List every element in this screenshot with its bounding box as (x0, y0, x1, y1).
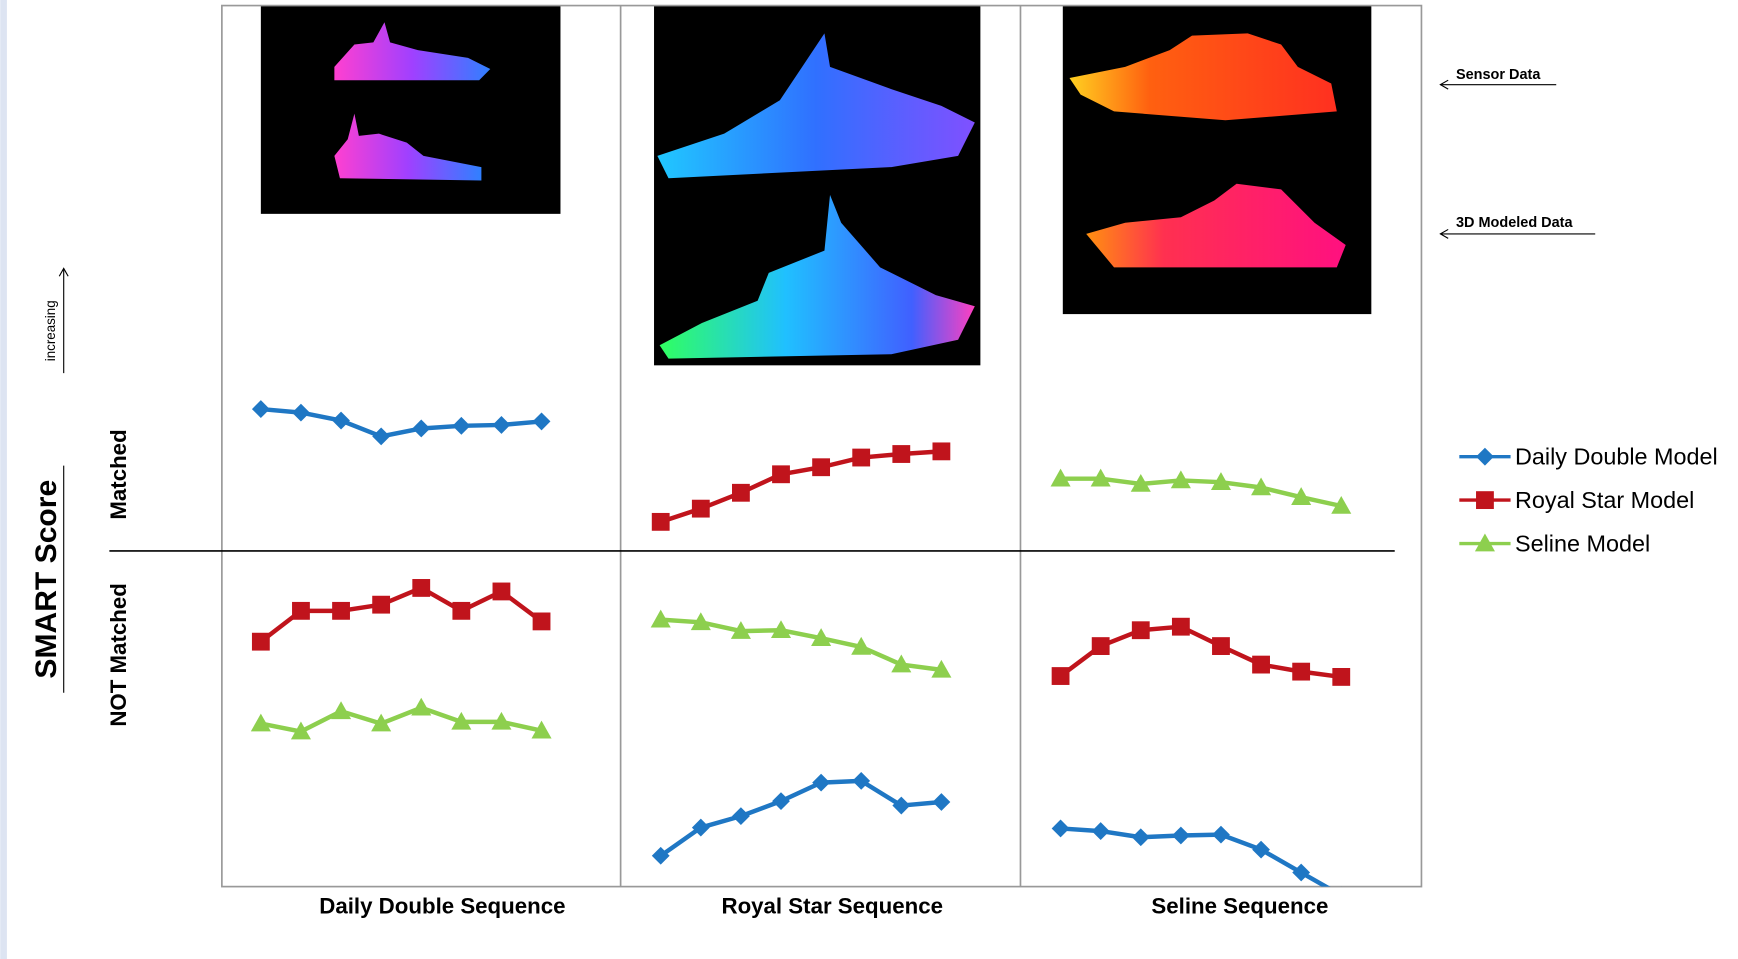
annotation: 3D Modeled Data (1456, 215, 1574, 231)
marker (493, 583, 511, 601)
marker (732, 807, 750, 825)
marker (452, 602, 470, 620)
marker (732, 484, 750, 502)
marker (1172, 827, 1190, 845)
marker (412, 420, 430, 438)
edge-strip (0, 0, 7, 959)
marker (1172, 618, 1190, 636)
sensor-image-2 (654, 6, 980, 366)
marker (1052, 820, 1070, 838)
legend-label: Royal Star Model (1515, 487, 1694, 513)
legend-label: Daily Double Model (1515, 443, 1718, 469)
direction-label: increasing (43, 300, 58, 361)
marker (252, 400, 270, 418)
marker (652, 513, 670, 531)
marker (251, 714, 271, 732)
marker (1332, 668, 1350, 686)
marker (533, 613, 551, 631)
marker (452, 417, 470, 435)
direction-arrow (59, 268, 68, 373)
marker (932, 793, 950, 811)
region-label: Matched (106, 429, 131, 519)
panel-title: Daily Double Sequence (319, 893, 565, 918)
marker (1292, 663, 1310, 681)
legend-label: Seline Model (1515, 530, 1650, 556)
annotation: Sensor Data (1456, 67, 1541, 83)
marker (332, 602, 350, 620)
marker (372, 596, 390, 614)
sensor-image-1 (261, 6, 561, 214)
legend-marker (1476, 491, 1494, 509)
marker (812, 458, 830, 476)
panel-title: Royal Star Sequence (721, 893, 943, 918)
marker (1252, 841, 1270, 859)
marker (1292, 864, 1310, 882)
marker (1052, 667, 1070, 685)
marker (772, 792, 790, 810)
marker (812, 774, 830, 792)
marker (292, 404, 310, 422)
chart: SMART Score increasing Matched NOT Match… (0, 0, 1738, 959)
series-line (661, 781, 942, 856)
marker (692, 500, 710, 518)
marker (411, 698, 431, 716)
legend-marker (1476, 448, 1494, 466)
marker (412, 579, 430, 597)
marker (1212, 826, 1230, 844)
marker (1132, 621, 1150, 639)
marker (852, 449, 870, 467)
marker (1132, 828, 1150, 846)
region-label: NOT Matched (106, 583, 131, 727)
marker (331, 701, 351, 719)
marker (1332, 887, 1350, 905)
marker (493, 416, 511, 434)
sensor-image-3 (1063, 6, 1372, 315)
marker (892, 445, 910, 463)
y-axis-title: SMART Score (30, 480, 63, 679)
marker (1092, 637, 1110, 655)
marker (932, 442, 950, 460)
marker (332, 412, 350, 430)
marker (1252, 656, 1270, 674)
marker (772, 465, 790, 483)
marker (252, 633, 270, 651)
plot-area (251, 400, 1351, 904)
marker (1092, 822, 1110, 840)
marker (292, 602, 310, 620)
series-line (1061, 828, 1342, 895)
marker (533, 413, 551, 431)
marker (372, 427, 390, 445)
panel-title: Seline Sequence (1151, 893, 1328, 918)
marker (1212, 637, 1230, 655)
